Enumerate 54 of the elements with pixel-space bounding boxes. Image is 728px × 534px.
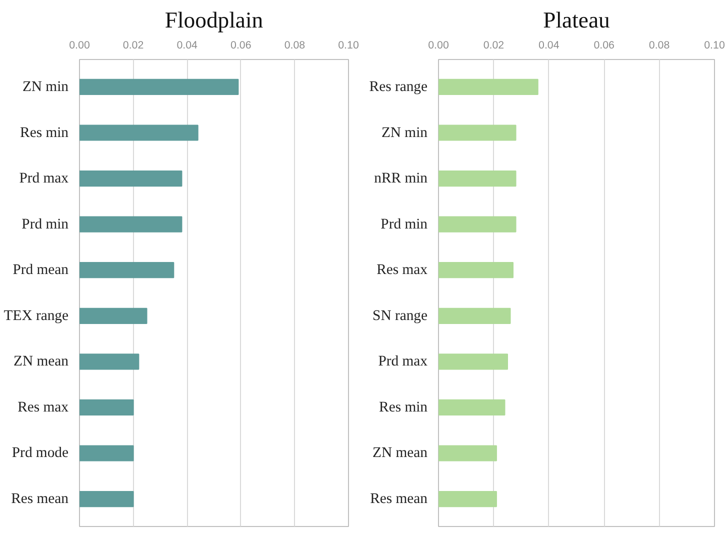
y-tick-label: Res max [376,262,428,278]
y-tick-label: Res mean [11,491,70,508]
bar [80,124,198,141]
bar [80,262,174,278]
y-tick-label: Res min [20,124,70,141]
bar [438,308,511,324]
y-tick-label: Prd min [380,216,428,232]
bar [438,399,506,416]
bar [438,490,497,508]
bar [438,216,516,232]
y-tick-label: Res range [369,78,428,95]
bar [80,78,239,96]
y-tick-label: Prd mode [12,445,69,462]
x-tick-label: 0.02 [122,40,144,52]
y-tick-label: ZN mean [372,445,428,462]
y-tick-label: ZN mean [14,354,70,370]
bar [80,490,134,508]
x-tick-label: 0.10 [704,40,725,52]
chart-title: Plateau [543,8,610,32]
y-tick-label: Prd max [378,354,428,370]
bar [438,170,516,187]
bar [438,124,516,141]
y-tick-label: ZN min [382,124,428,141]
bar [80,445,134,462]
y-tick-label: Prd max [19,170,70,187]
chart-title: Floodplain [164,8,264,32]
y-tick-label: nRR min [374,170,428,187]
x-tick-label: 0.00 [69,40,90,52]
bar [438,78,538,96]
bar [80,308,148,324]
y-tick-label: TEX range [4,308,68,324]
bar [438,262,514,278]
x-tick-label: 0.00 [428,40,449,52]
x-tick-label: 0.06 [594,40,615,52]
x-tick-label: 0.02 [483,40,504,52]
y-tick-label: Res min [379,399,428,416]
y-tick-label: SN range [372,308,428,324]
x-tick-label: 0.06 [230,40,252,52]
bar [80,170,182,187]
y-tick-label: Res max [18,399,70,416]
y-tick-label: Res mean [370,491,428,508]
x-tick-label: 0.08 [284,40,306,52]
x-tick-label: 0.04 [538,40,560,52]
bar [438,445,497,462]
bar [438,354,508,370]
y-tick-label: Prd min [22,216,70,232]
y-tick-label: ZN min [22,78,70,95]
x-tick-label: 0.08 [648,40,670,52]
x-tick-label: 0.04 [176,40,198,52]
bar [80,399,134,416]
bar [80,216,182,232]
x-tick-label: 0.10 [338,40,359,52]
y-tick-label: Prd mean [12,262,70,278]
bar [80,354,140,370]
